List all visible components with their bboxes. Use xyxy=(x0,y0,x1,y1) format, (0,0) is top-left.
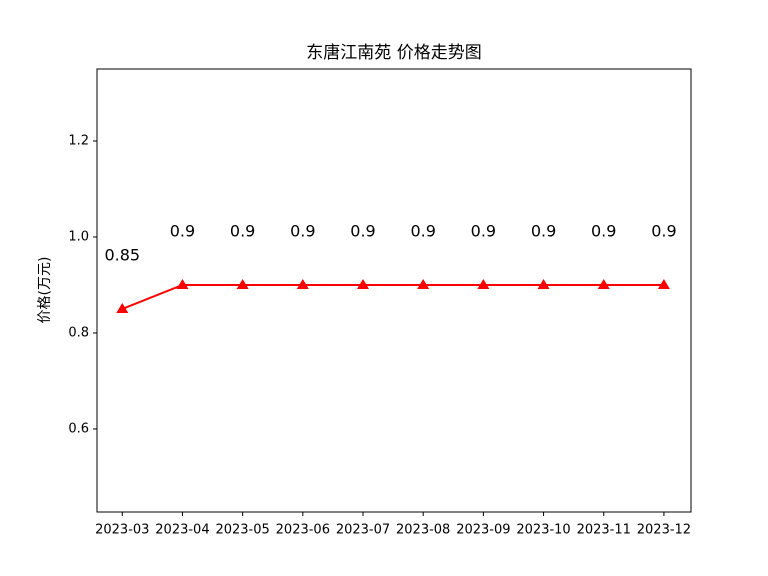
value-label: 0.9 xyxy=(471,221,496,240)
value-label: 0.85 xyxy=(104,245,140,264)
line xyxy=(121,283,664,310)
marker xyxy=(116,302,129,313)
marker xyxy=(477,278,490,289)
x-tick-label: 2023-10 xyxy=(516,523,570,538)
x-tick-label: 2023-06 xyxy=(276,523,330,538)
value-label: 0.9 xyxy=(410,221,435,240)
marker xyxy=(236,278,249,289)
y-tick-label: 1.0 xyxy=(68,229,89,244)
value-label: 0.9 xyxy=(651,221,676,240)
value-label: 0.9 xyxy=(290,221,315,240)
marker xyxy=(537,278,550,289)
x-tick-label: 2023-03 xyxy=(95,523,149,538)
y-axis-label: 价格(万元) xyxy=(37,257,53,324)
marker xyxy=(296,278,309,289)
marker xyxy=(417,278,430,289)
marker xyxy=(176,278,189,289)
x-tick-label: 2023-07 xyxy=(336,523,390,538)
chart-title: 东唐江南苑 价格走势图 xyxy=(306,42,481,63)
x-tick-label: 2023-09 xyxy=(456,523,510,538)
x-tick-label: 2023-12 xyxy=(637,523,691,538)
value-label: 0.9 xyxy=(170,221,195,240)
y-tick-label: 1.2 xyxy=(68,133,89,148)
value-label: 0.9 xyxy=(531,221,556,240)
marker xyxy=(597,278,610,289)
x-tick-label: 2023-08 xyxy=(396,523,450,538)
plot-frame xyxy=(96,68,692,513)
x-tick-label: 2023-04 xyxy=(155,523,209,538)
y-tick-label: 0.6 xyxy=(68,421,89,436)
y-tick-label: 0.8 xyxy=(68,325,89,340)
x-tick-label: 2023-05 xyxy=(215,523,269,538)
value-label: 0.9 xyxy=(350,221,375,240)
marker xyxy=(357,278,370,289)
value-label: 0.9 xyxy=(591,221,616,240)
value-label: 0.9 xyxy=(230,221,255,240)
marker xyxy=(657,278,670,289)
x-tick-label: 2023-11 xyxy=(577,523,631,538)
